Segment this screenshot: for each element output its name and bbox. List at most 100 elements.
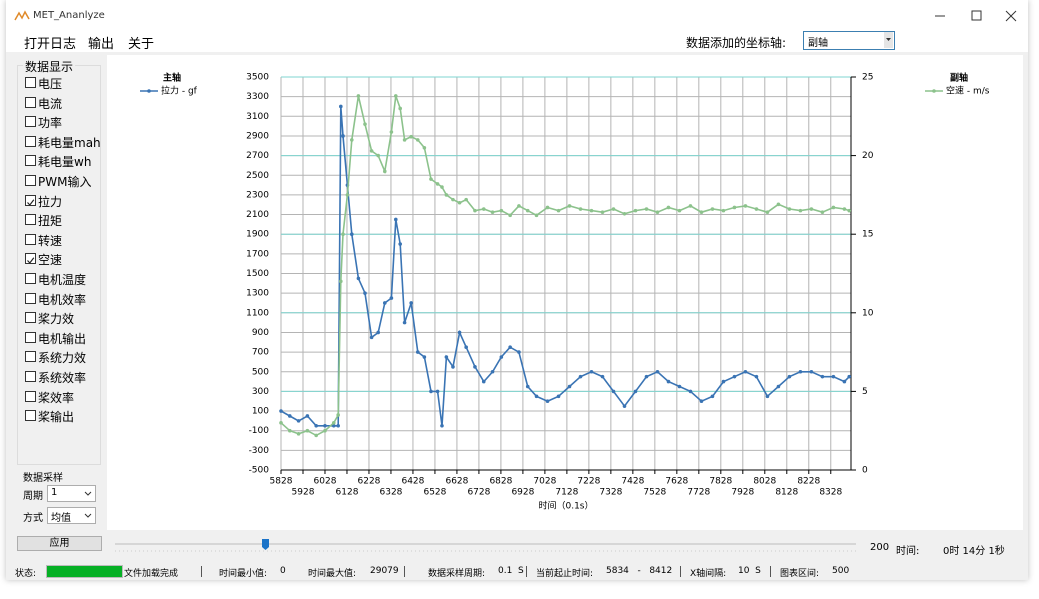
checkbox[interactable] — [25, 371, 36, 382]
data-point — [842, 379, 847, 384]
checkbox[interactable] — [25, 116, 36, 128]
data-point — [798, 369, 803, 374]
checkbox[interactable] — [25, 175, 36, 186]
checkbox-label[interactable]: 扭矩 — [38, 214, 63, 229]
checkbox-label[interactable]: 系统力效 — [38, 351, 87, 366]
data-point — [389, 296, 394, 300]
data-point — [323, 423, 327, 428]
status-field-label: 时间最小值: — [219, 569, 268, 579]
mode-select[interactable] — [47, 507, 96, 524]
checkbox[interactable] — [25, 273, 36, 284]
menu-item[interactable]: 输出 — [88, 37, 115, 52]
checkbox-label[interactable]: 电机温度 — [38, 273, 87, 287]
checkbox[interactable] — [25, 390, 36, 402]
data-point — [490, 210, 495, 214]
x-axis-label: 时间（0.1s） — [538, 500, 593, 512]
data-point — [820, 210, 825, 214]
checkbox-label[interactable]: 耗电量mah — [38, 135, 101, 150]
status-field-label: 数据采样周期: — [428, 569, 486, 579]
y2-tick-label: 10 — [862, 308, 874, 318]
window-controls[interactable] — [930, 8, 1030, 24]
checkbox[interactable] — [25, 331, 36, 343]
status-field-value: 10 S — [738, 566, 761, 576]
data-point — [341, 134, 345, 138]
time-slider[interactable] — [112, 538, 860, 554]
data-point — [451, 365, 455, 369]
data-point — [600, 210, 605, 214]
checkbox-label[interactable]: PWM输入 — [38, 175, 92, 189]
data-point — [556, 394, 561, 399]
checkbox-label[interactable]: 耗电量wh — [38, 155, 92, 170]
data-point — [336, 413, 340, 417]
checkbox-label[interactable]: 桨效率 — [38, 390, 75, 405]
checkbox[interactable] — [25, 96, 36, 108]
checkbox[interactable] — [25, 351, 36, 363]
data-point — [666, 379, 671, 384]
data-point — [578, 207, 583, 211]
data-point — [677, 208, 682, 213]
checkbox[interactable] — [25, 155, 36, 167]
mode-value: 均值 — [51, 513, 71, 524]
y-tick-label: 3300 — [246, 92, 269, 102]
x-tick-label: 7628 — [665, 477, 688, 487]
period-value: 1 — [51, 487, 58, 498]
checkbox-label[interactable]: 系统效率 — [38, 371, 87, 385]
period-select[interactable] — [47, 485, 96, 502]
data-point — [296, 419, 301, 423]
checkbox[interactable] — [25, 77, 36, 88]
checkbox[interactable] — [25, 214, 36, 226]
dropdown-arrow[interactable] — [884, 32, 893, 48]
checkbox-label[interactable]: 电流 — [38, 96, 63, 111]
checkbox-label[interactable]: 电机效率 — [38, 292, 87, 307]
data-point — [776, 384, 781, 389]
checkbox-label[interactable]: 电压 — [38, 77, 63, 91]
checkbox[interactable] — [25, 253, 36, 265]
data-point — [464, 345, 468, 349]
y-tick-label: -300 — [249, 446, 270, 456]
mode-label: 方式 — [23, 513, 43, 524]
x-tick-label: 6628 — [445, 477, 468, 487]
checkbox-label[interactable]: 拉力 — [38, 194, 63, 209]
axis-selector[interactable] — [803, 31, 895, 50]
data-point — [699, 210, 704, 214]
menu-item[interactable]: 打开日志 — [24, 37, 77, 52]
checkbox[interactable] — [25, 233, 36, 245]
data-point — [305, 428, 310, 433]
data-point — [600, 374, 605, 379]
y-tick-label: 1900 — [246, 230, 269, 240]
y-tick-label: 3500 — [246, 73, 269, 83]
checkbox-label[interactable]: 电机输出 — [38, 331, 87, 346]
checkbox-label[interactable]: 转速 — [38, 233, 63, 248]
checkbox-label[interactable]: 功率 — [38, 116, 63, 131]
checkbox-label[interactable]: 空速 — [38, 253, 63, 268]
x-tick-label: 8028 — [753, 477, 776, 487]
data-point — [732, 374, 737, 379]
menu-item[interactable]: 关于 — [128, 37, 155, 52]
x-tick-label: 7028 — [533, 477, 556, 487]
checkbox[interactable] — [25, 135, 36, 147]
data-point — [622, 404, 627, 408]
status-field-value: 500 — [832, 566, 850, 576]
checkbox[interactable] — [25, 292, 36, 304]
checkbox-label[interactable]: 桨力效 — [38, 312, 75, 327]
apply-button[interactable]: 应用 — [17, 536, 102, 551]
status-field-label: X轴间隔: — [690, 569, 727, 579]
y-tick-label: 3100 — [246, 112, 269, 122]
checkbox[interactable] — [25, 410, 36, 422]
data-point — [545, 205, 550, 210]
checkbox-label[interactable]: 桨输出 — [38, 410, 75, 425]
window-title: MET_Ananlyze — [33, 10, 105, 21]
y-tick-label: 1100 — [246, 308, 269, 318]
sampling-title: 数据采样 — [23, 473, 63, 484]
data-point — [721, 208, 726, 213]
status-field-label: 时间最大值: — [308, 569, 357, 579]
data-point — [363, 122, 367, 126]
checkbox[interactable] — [25, 194, 36, 206]
data-point — [765, 210, 770, 214]
data-point — [415, 138, 420, 142]
checkbox[interactable] — [25, 312, 36, 324]
axis-selector-value: 副轴 — [808, 38, 828, 49]
data-point — [422, 145, 427, 150]
x-tick-label: 7728 — [687, 488, 710, 498]
series-line — [280, 106, 850, 427]
